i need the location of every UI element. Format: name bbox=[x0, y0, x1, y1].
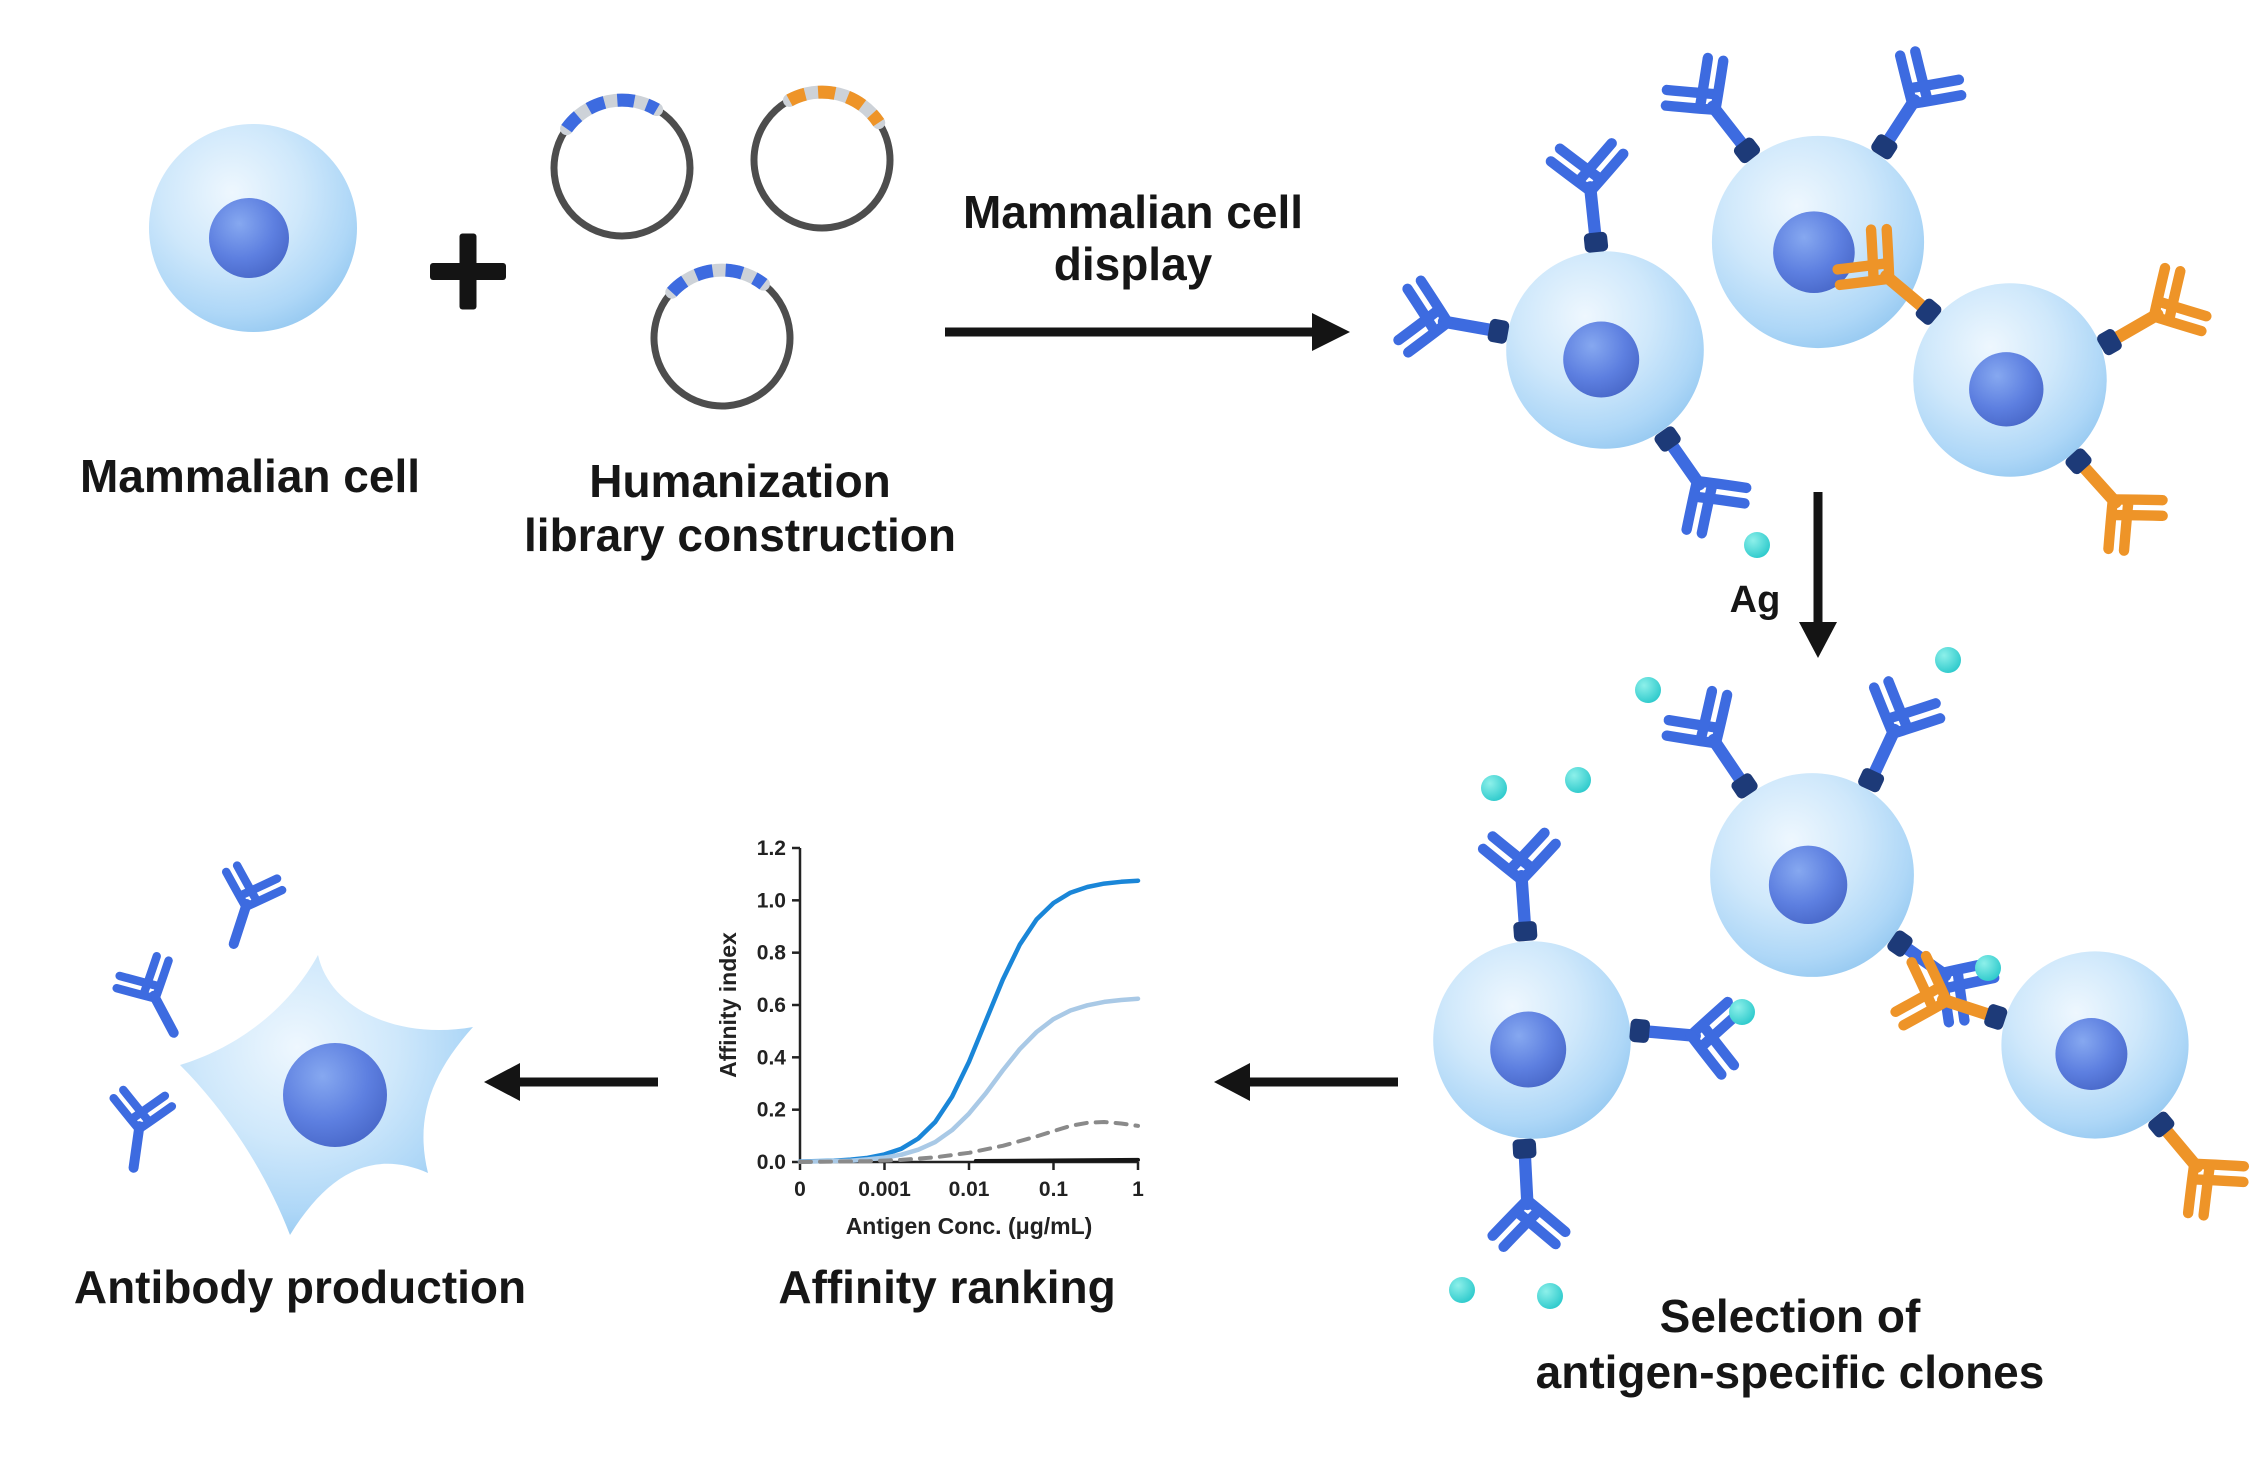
plasmid-orange-icon bbox=[740, 78, 905, 243]
y-tick-label: 0.2 bbox=[757, 1099, 786, 1122]
antigen-icon bbox=[1729, 999, 1755, 1025]
antigen-icon bbox=[1565, 767, 1591, 793]
plasmid-blue-1-icon bbox=[541, 87, 702, 248]
display-cell-1 bbox=[1506, 251, 1704, 449]
display-arrow-label-line1: Mammalian cell bbox=[963, 186, 1303, 238]
production-cell-icon bbox=[180, 955, 473, 1235]
selection-label-line2: antigen-specific clones bbox=[1536, 1346, 2045, 1398]
antibody-production-label: Antibody production bbox=[74, 1261, 526, 1313]
selection-cell-3 bbox=[2001, 951, 2189, 1139]
x-tick-label: 0.1 bbox=[1039, 1178, 1069, 1201]
plus-icon bbox=[430, 233, 506, 310]
selection-cell-1 bbox=[1433, 941, 1631, 1139]
antigen-icon bbox=[1449, 1277, 1475, 1303]
secreted-antibody-icon bbox=[112, 952, 199, 1046]
y-tick-label: 1.0 bbox=[757, 889, 786, 912]
mammalian-cell-icon bbox=[149, 124, 357, 332]
down-arrow-head bbox=[1799, 622, 1837, 658]
x-tick-label: 0 bbox=[794, 1178, 806, 1201]
blue-antibody-icon bbox=[1397, 279, 1515, 369]
antigen-icon bbox=[1975, 955, 2001, 981]
y-tick-label: 0.6 bbox=[757, 994, 786, 1017]
ranking-to-production-arrow bbox=[484, 1063, 658, 1101]
secreted-antibody-icon bbox=[206, 863, 285, 953]
antigen-icon bbox=[1935, 647, 1961, 673]
series-non-binder bbox=[973, 1157, 1140, 1163]
humanization-label-line1: Humanization bbox=[589, 455, 891, 507]
display-arrow bbox=[945, 313, 1350, 351]
plus-vertical-bar bbox=[459, 233, 477, 310]
x-tick-label: 0.001 bbox=[858, 1178, 911, 1201]
series-high-affinity-clone bbox=[797, 878, 1141, 1164]
antigen-addition-arrow bbox=[1799, 492, 1837, 658]
blue-antibody-icon bbox=[1627, 994, 1740, 1076]
series-mid-affinity-clone bbox=[797, 996, 1141, 1164]
display-cell-3 bbox=[1913, 283, 2107, 477]
arrow-head bbox=[1214, 1063, 1250, 1101]
display-arrow-label-line2: display bbox=[1054, 238, 1213, 290]
y-tick-label: 0.8 bbox=[757, 942, 787, 965]
selection-to-ranking-arrow bbox=[1214, 1063, 1398, 1101]
humanization-label-line2: library construction bbox=[524, 509, 956, 561]
antigen-icon bbox=[1744, 532, 1770, 558]
selection-cell-2 bbox=[1710, 773, 1914, 977]
blue-antibody-icon bbox=[1482, 832, 1562, 943]
x-tick-label: 0.01 bbox=[949, 1178, 990, 1201]
plasmid-blue-2-icon bbox=[648, 264, 795, 411]
affinity-chart: 0.0 0.2 0.4 0.6 0.8 1.0 1.2 0 0.001 0.01 0.1 1 Antig… bbox=[715, 837, 1144, 1239]
antigen-icon bbox=[1481, 775, 1507, 801]
production-cell-nucleus bbox=[283, 1043, 387, 1147]
mammalian-cell-label: Mammalian cell bbox=[80, 450, 420, 502]
y-tick-label: 0.0 bbox=[757, 1151, 786, 1174]
series-low-affinity-clone bbox=[798, 1120, 1140, 1164]
x-axis-title: Antigen Conc. (μg/mL) bbox=[846, 1213, 1093, 1239]
antigen-icon bbox=[1635, 677, 1661, 703]
y-axis-title: Affinity index bbox=[715, 932, 741, 1078]
y-tick-label: 0.4 bbox=[757, 1046, 787, 1069]
antigen-icon bbox=[1537, 1283, 1563, 1309]
y-tick-label: 1.2 bbox=[757, 837, 786, 860]
display-arrow-head bbox=[1312, 313, 1350, 351]
x-tick-label: 1 bbox=[1132, 1178, 1144, 1201]
selection-label-line1: Selection of bbox=[1660, 1290, 1921, 1342]
secreted-antibody-icon bbox=[104, 1089, 173, 1172]
arrow-head bbox=[484, 1063, 520, 1101]
blue-antibody-icon bbox=[1550, 142, 1634, 256]
antigen-label: Ag bbox=[1730, 579, 1781, 621]
blue-antibody-icon bbox=[1488, 1137, 1566, 1247]
affinity-ranking-label: Affinity ranking bbox=[778, 1261, 1115, 1313]
